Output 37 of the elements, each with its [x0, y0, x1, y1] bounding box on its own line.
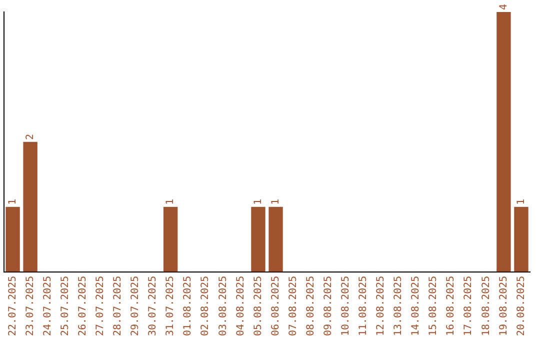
x-tick-label: 13.08.2025 — [393, 276, 404, 336]
x-tick-label: 25.07.2025 — [60, 276, 71, 336]
x-tick-label: 31.07.2025 — [165, 276, 176, 336]
x-tick-label: 10.08.2025 — [340, 276, 352, 336]
x-tick-label: 08.08.2025 — [305, 276, 316, 336]
x-tick-label: 02.08.2025 — [200, 276, 212, 336]
x-tick-label: 14.08.2025 — [410, 276, 422, 336]
x-tick-label: 06.08.2025 — [270, 276, 282, 336]
x-tick-label: 04.08.2025 — [235, 276, 246, 336]
x-tick-label: 01.08.2025 — [182, 276, 194, 336]
x-tick-label: 11.08.2025 — [358, 276, 370, 336]
x-tick-label: 16.08.2025 — [446, 276, 457, 336]
x-tick-label: 23.07.2025 — [24, 276, 36, 336]
data-label: 2 — [24, 134, 36, 140]
x-tick-label: 18.08.2025 — [480, 276, 492, 336]
x-tick-label: 12.08.2025 — [376, 276, 387, 336]
x-tick-label: 28.07.2025 — [112, 276, 124, 336]
x-tick-label: 19.08.2025 — [498, 276, 510, 336]
x-tick-label: 03.08.2025 — [218, 276, 229, 336]
x-tick-label: 15.08.2025 — [428, 276, 440, 336]
x-tick-label: 20.08.2025 — [516, 276, 527, 336]
x-tick-label: 17.08.2025 — [463, 276, 474, 336]
x-tick-label: 24.07.2025 — [42, 276, 54, 336]
data-label: 1 — [252, 198, 264, 205]
x-tick-label: 26.07.2025 — [77, 276, 88, 336]
x-tick-label: 09.08.2025 — [322, 276, 334, 336]
data-label: 1 — [165, 198, 176, 205]
data-label: 1 — [270, 198, 282, 205]
x-tick-label: 30.07.2025 — [148, 276, 159, 336]
x-tick-label: 05.08.2025 — [252, 276, 264, 336]
x-tick-label: 29.07.2025 — [130, 276, 142, 336]
x-tick-label: 27.07.2025 — [95, 276, 106, 336]
x-tick-label: 22.07.2025 — [7, 276, 18, 336]
data-label: 1 — [516, 198, 527, 205]
x-tick-label: 07.08.2025 — [288, 276, 299, 336]
data-label: 4 — [498, 4, 510, 10]
data-label: 1 — [7, 198, 18, 205]
